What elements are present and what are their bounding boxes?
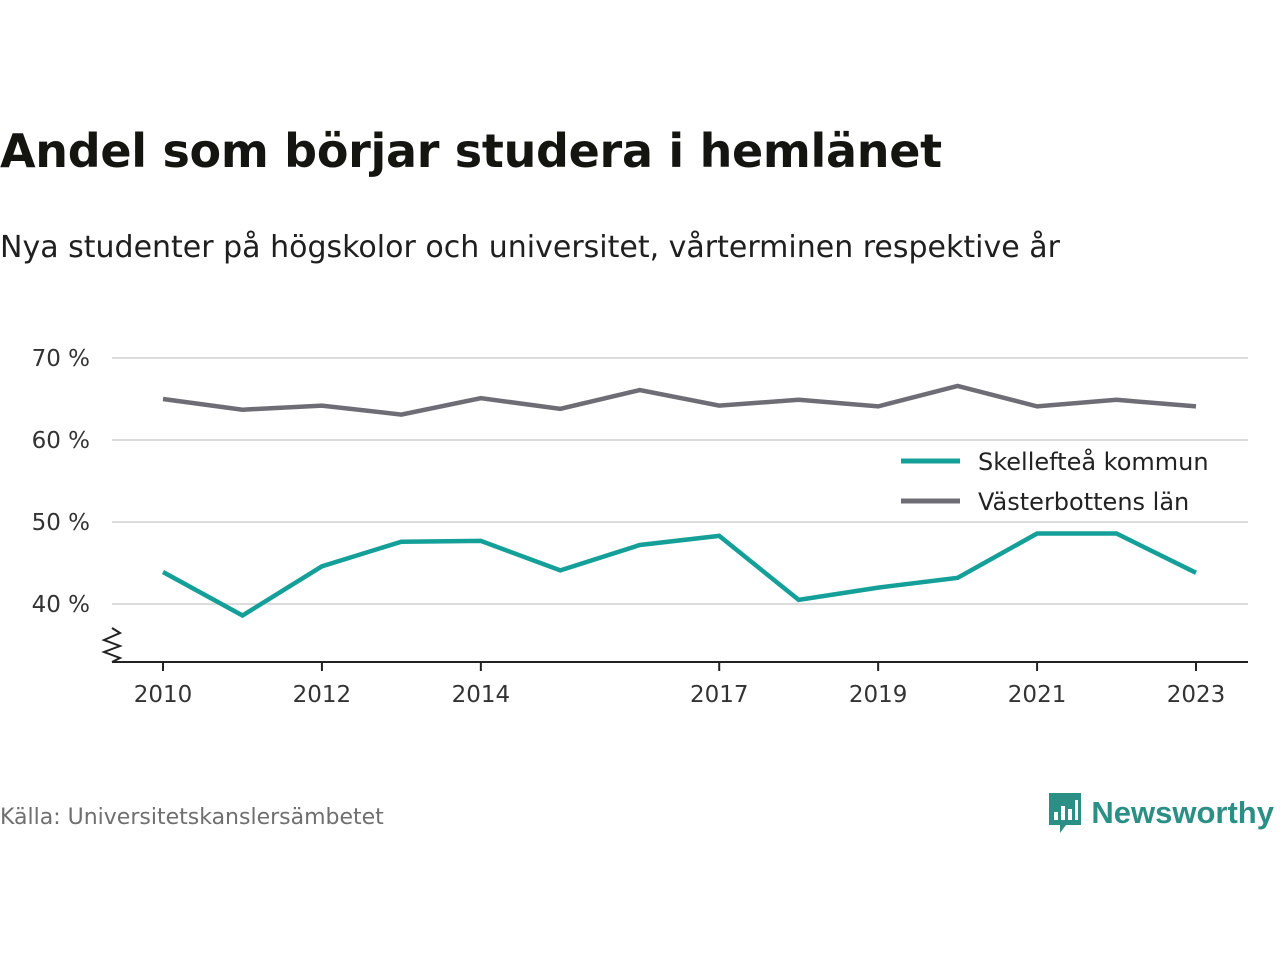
source-note: Källa: Universitetskanslersämbetet [0, 805, 384, 830]
y-axis-labels: 40 % 50 % 60 % 70 % [32, 346, 90, 618]
y-tick-label: 40 % [32, 592, 90, 618]
x-tick-label: 2017 [690, 682, 749, 708]
brand-name: Newsworthy [1091, 795, 1274, 830]
legend: Skellefteå kommun Västerbottens län [892, 441, 1228, 521]
series-line-0 [161, 531, 1197, 619]
x-axis-labels: 2010 2012 2014 2017 2019 2021 2023 [134, 682, 1226, 708]
y-tick-label: 60 % [32, 428, 90, 454]
brand-logo: Newsworthy [1047, 791, 1274, 835]
chart-subtitle: Nya studenter på högskolor och universit… [0, 230, 1060, 265]
y-tick-label: 50 % [32, 510, 90, 536]
legend-background [892, 441, 1228, 521]
grid-lines [112, 357, 1248, 605]
series-lines [161, 383, 1197, 619]
y-axis-break-mark [101, 627, 123, 663]
legend-label-0: Skellefteå kommun [978, 447, 1209, 476]
x-axis [101, 627, 1248, 671]
newsworthy-logo-icon [1049, 793, 1082, 833]
series-line-1 [162, 383, 1197, 417]
x-tick-label: 2019 [849, 682, 908, 708]
x-tick-label: 2014 [452, 682, 511, 708]
y-tick-label: 70 % [32, 346, 90, 372]
chart-title: Andel som börjar studera i hemlänet [0, 124, 942, 178]
line-chart: 40 % 50 % 60 % 70 % 2010 2012 2014 2017 2019 202… [32, 346, 1248, 708]
legend-label-1: Västerbottens län [978, 488, 1189, 516]
x-tick-label: 2021 [1008, 682, 1067, 708]
x-tick-label: 2012 [293, 682, 352, 708]
x-tick-label: 2010 [134, 682, 193, 708]
x-tick-label: 2023 [1167, 682, 1226, 708]
